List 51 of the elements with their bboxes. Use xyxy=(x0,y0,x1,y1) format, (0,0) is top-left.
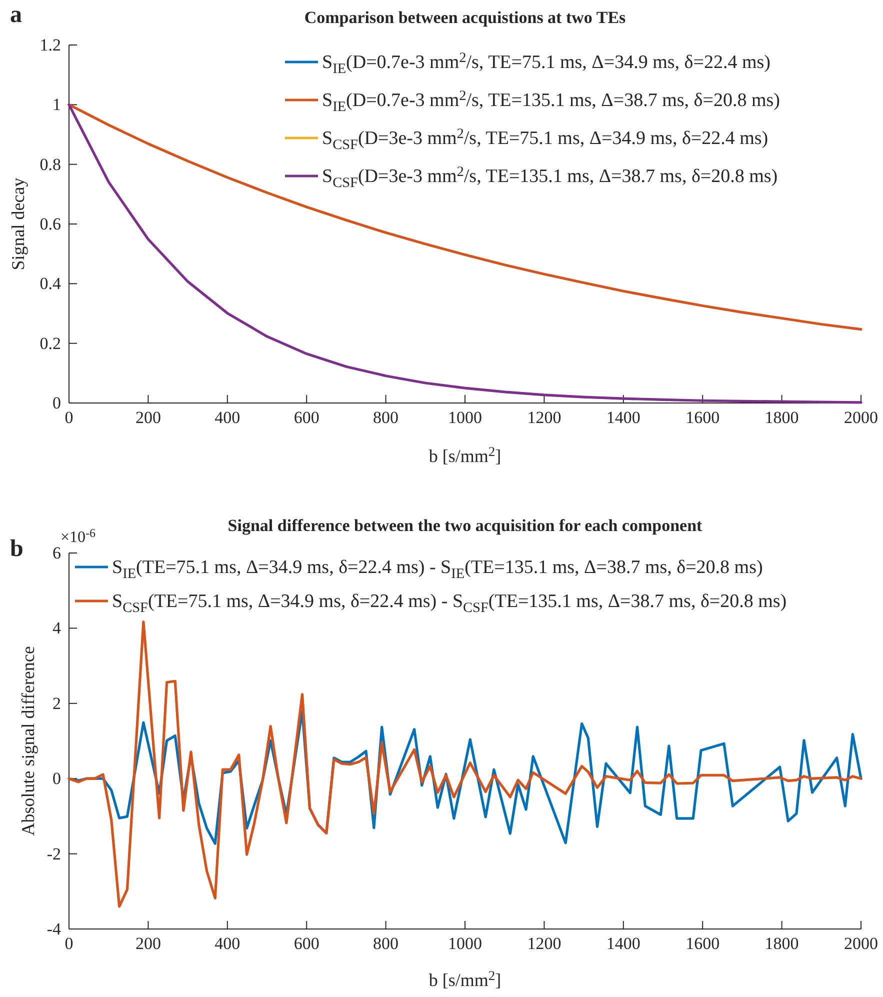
y-tick-label: 1 xyxy=(52,95,61,114)
x-tick-label: 1600 xyxy=(686,934,720,954)
x-tick-label: 0 xyxy=(64,934,74,954)
y-tick-label: 0.8 xyxy=(40,154,61,174)
x-tick-label: 2000 xyxy=(844,934,878,954)
x-tick-label: 800 xyxy=(373,408,399,428)
legend-label: S$_{CSF}$(D=3e-3 mm$^{2}$/s, TE=75.1 ms, Δ=34.9 ms, δ=22.4 ms) xyxy=(322,126,768,153)
y-tick-label: 2 xyxy=(52,694,61,713)
x-axis-title: b [s/mm$^{2}$] xyxy=(428,444,502,466)
x-tick-label: 1200 xyxy=(527,408,562,428)
y-tick-label: 6 xyxy=(52,543,61,562)
legend-label: S$_{IE}$(D=0.7e-3 mm$^{2}$/s, TE=75.1 ms, Δ=34.9 ms, δ=22.4 ms) xyxy=(322,50,770,77)
x-tick-label: 200 xyxy=(135,934,161,954)
text: a xyxy=(10,2,22,28)
y-tick-label: 1.2 xyxy=(40,35,61,54)
y-axis-title: Absolute signal difference xyxy=(18,646,38,836)
x-tick-label: 1800 xyxy=(764,408,799,428)
chart-title: Comparison between acquistions at two TEs xyxy=(304,8,626,27)
y-tick-label: 0.6 xyxy=(40,214,61,234)
x-tick-label: 1600 xyxy=(686,408,720,428)
x-tick-label: 600 xyxy=(294,408,320,428)
legend-label: S$_{CSF}$(TE=75.1 ms, Δ=34.9 ms, δ=22.4 ms) - S$_{CSF}$(TE=135.1 ms, Δ=38.7 ms, δ=20.8 ms) xyxy=(112,591,787,616)
legend-label: S$_{IE}$(D=0.7e-3 mm$^{2}$/s, TE=135.1 ms, Δ=38.7 ms, δ=20.8 ms) xyxy=(322,88,780,115)
x-tick-label: 800 xyxy=(373,934,399,954)
y-tick-label: 0.4 xyxy=(40,274,62,294)
y-tick-label: 0 xyxy=(52,393,61,412)
y-tick-label: -2 xyxy=(46,844,61,864)
x-axis-title: b [s/mm$^{2}$] xyxy=(428,968,502,990)
text: ×10$^{-6}$ xyxy=(60,526,96,546)
x-tick-label: 1000 xyxy=(448,408,482,428)
y-tick-label: 0.2 xyxy=(40,334,61,353)
x-tick-label: 2000 xyxy=(844,408,878,428)
y-tick-label: 0 xyxy=(52,769,61,788)
x-tick-label: 0 xyxy=(64,408,74,428)
x-tick-label: 1400 xyxy=(606,934,640,954)
text: b xyxy=(10,536,24,562)
y-tick-label: -4 xyxy=(46,919,62,938)
legend-label: S$_{CSF}$(D=3e-3 mm$^{2}$/s, TE=135.1 ms, Δ=38.7 ms, δ=20.8 ms) xyxy=(322,164,778,191)
x-tick-label: 600 xyxy=(294,934,320,954)
x-tick-label: 1400 xyxy=(606,408,640,428)
legend-label: S$_{IE}$(TE=75.1 ms, Δ=34.9 ms, δ=22.4 ms) - S$_{IE}$(TE=135.1 ms, Δ=38.7 ms, δ=20.8 ms) xyxy=(112,557,763,582)
x-tick-label: 200 xyxy=(135,408,161,428)
y-tick-label: 4 xyxy=(52,618,62,638)
x-tick-label: 1800 xyxy=(764,934,799,954)
x-tick-label: 400 xyxy=(214,408,240,428)
chart-title: Signal difference between the two acquisition for each component xyxy=(228,516,703,535)
x-tick-label: 1000 xyxy=(448,934,482,954)
line-series xyxy=(68,620,862,908)
y-axis-title: Signal decay xyxy=(8,178,28,270)
x-tick-label: 400 xyxy=(214,934,240,954)
x-tick-label: 1200 xyxy=(527,934,562,954)
